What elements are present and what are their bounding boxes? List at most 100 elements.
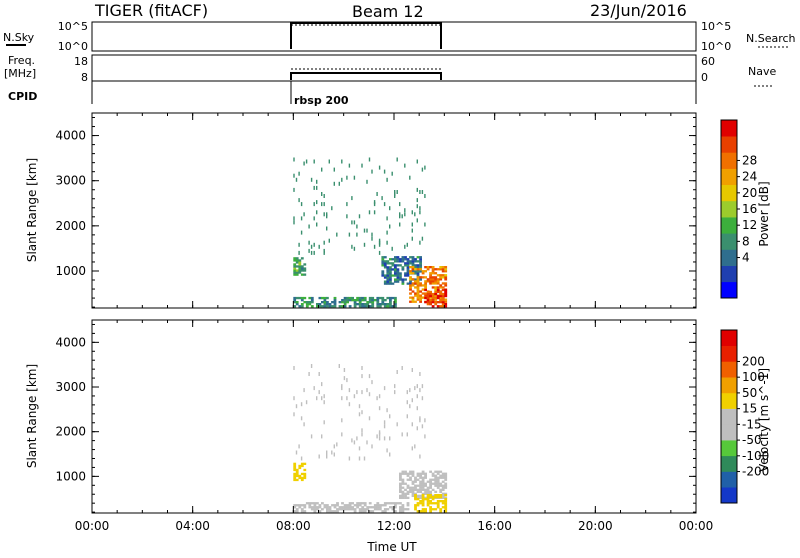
velocity-cell — [323, 394, 325, 399]
velocity-cell — [361, 508, 365, 511]
velocity-cell — [419, 454, 421, 459]
power-cell — [399, 264, 402, 267]
power-cell — [371, 296, 375, 300]
power-cell — [441, 296, 445, 300]
power-cell — [391, 264, 395, 267]
power-cell — [411, 260, 415, 263]
power-cell — [391, 258, 395, 261]
velocity-cell — [366, 388, 368, 393]
power-cell — [436, 282, 440, 285]
velocity-cell — [361, 432, 363, 437]
power-cell — [434, 298, 438, 301]
power-cell — [409, 262, 412, 265]
power-cell — [416, 284, 420, 287]
power-cell — [373, 299, 377, 302]
power-cell — [394, 305, 397, 308]
power-cell — [419, 190, 421, 194]
power-cell — [386, 305, 390, 308]
power-cell — [389, 270, 392, 273]
power-cell — [401, 278, 405, 281]
power-cell — [389, 224, 391, 229]
velocity-cell — [436, 480, 440, 483]
velocity-cell — [409, 388, 411, 393]
power-cell — [316, 303, 319, 306]
velocity-cell — [419, 482, 422, 485]
power-cell — [293, 216, 295, 221]
power-cell — [421, 272, 425, 275]
freq-unit-label: [MHz] — [4, 67, 36, 80]
power-cell — [318, 303, 322, 306]
power-cell — [399, 274, 402, 277]
power-cell — [386, 274, 390, 277]
power-cell — [416, 274, 420, 277]
velocity-cell — [293, 504, 297, 507]
power-cell — [404, 264, 407, 267]
velocity-cell — [431, 474, 435, 477]
power-cell — [293, 271, 297, 274]
velocity-cell — [414, 504, 417, 507]
velocity-cell — [436, 496, 440, 499]
velocity-axes: 00:00 04:00 08:00 12:00 16:00 20:00 00:00 1000 2… — [55, 320, 713, 533]
velocity-cell — [439, 470, 443, 473]
power-cell — [394, 190, 396, 194]
power-cell — [429, 282, 432, 285]
power-cell — [411, 264, 415, 267]
power-cell — [363, 299, 367, 302]
power-cell — [409, 276, 412, 279]
power-cell — [293, 265, 297, 268]
power-cell — [363, 303, 367, 306]
velocity-cell — [421, 498, 425, 501]
power-cell — [424, 292, 427, 295]
power-cell — [333, 299, 337, 302]
power-colorbar: 28 24 20 16 12 8 4 — [720, 119, 757, 299]
power-cell — [383, 256, 387, 259]
power-cell — [414, 264, 417, 267]
velocity-cell — [431, 494, 435, 497]
velocity-cell — [429, 506, 432, 509]
power-cell — [313, 216, 315, 221]
power-cell — [414, 286, 417, 289]
velocity-cell — [411, 446, 413, 451]
velocity-cell — [414, 492, 417, 495]
velocity-cell — [404, 472, 407, 475]
power-cell — [426, 294, 430, 298]
velocity-cell — [401, 472, 405, 475]
power-cell — [419, 296, 422, 299]
velocity-cell — [383, 386, 386, 391]
nave-tick-bottom: 0 — [701, 71, 708, 84]
power-cell — [396, 278, 400, 281]
power-cell — [404, 258, 407, 261]
velocity-cell — [434, 476, 438, 479]
velocity-cell — [353, 510, 357, 513]
velocity-cell — [414, 478, 417, 481]
velocity-cell — [411, 492, 415, 495]
velocity-cell — [439, 510, 443, 513]
power-region-4 — [293, 296, 397, 308]
power-axes: 1000 2000 3000 4000 — [55, 113, 697, 308]
power-cell — [444, 290, 448, 294]
velocity-cell — [416, 484, 420, 487]
power-cell — [426, 299, 430, 302]
velocity-cell — [300, 416, 303, 421]
power-cell — [381, 299, 385, 302]
velocity-cell — [429, 478, 432, 481]
power-cell — [310, 301, 314, 304]
velocity-cell — [293, 468, 297, 472]
power-cell — [383, 303, 387, 306]
power-cell — [424, 301, 427, 304]
velocity-cell — [436, 494, 440, 497]
power-cell — [419, 206, 421, 211]
velocity-cell — [303, 462, 307, 465]
power-cell — [424, 280, 427, 283]
velocity-cell — [308, 372, 310, 376]
power-cell — [416, 270, 420, 273]
power-cell — [343, 303, 347, 306]
power-cell — [381, 303, 385, 306]
velocity-cell — [399, 496, 402, 499]
velocity-cell — [419, 388, 421, 393]
power-cell — [424, 165, 426, 170]
power-cell — [431, 280, 435, 283]
velocity-cell — [406, 414, 408, 419]
power-cell — [298, 263, 302, 266]
power-cell — [409, 175, 411, 180]
